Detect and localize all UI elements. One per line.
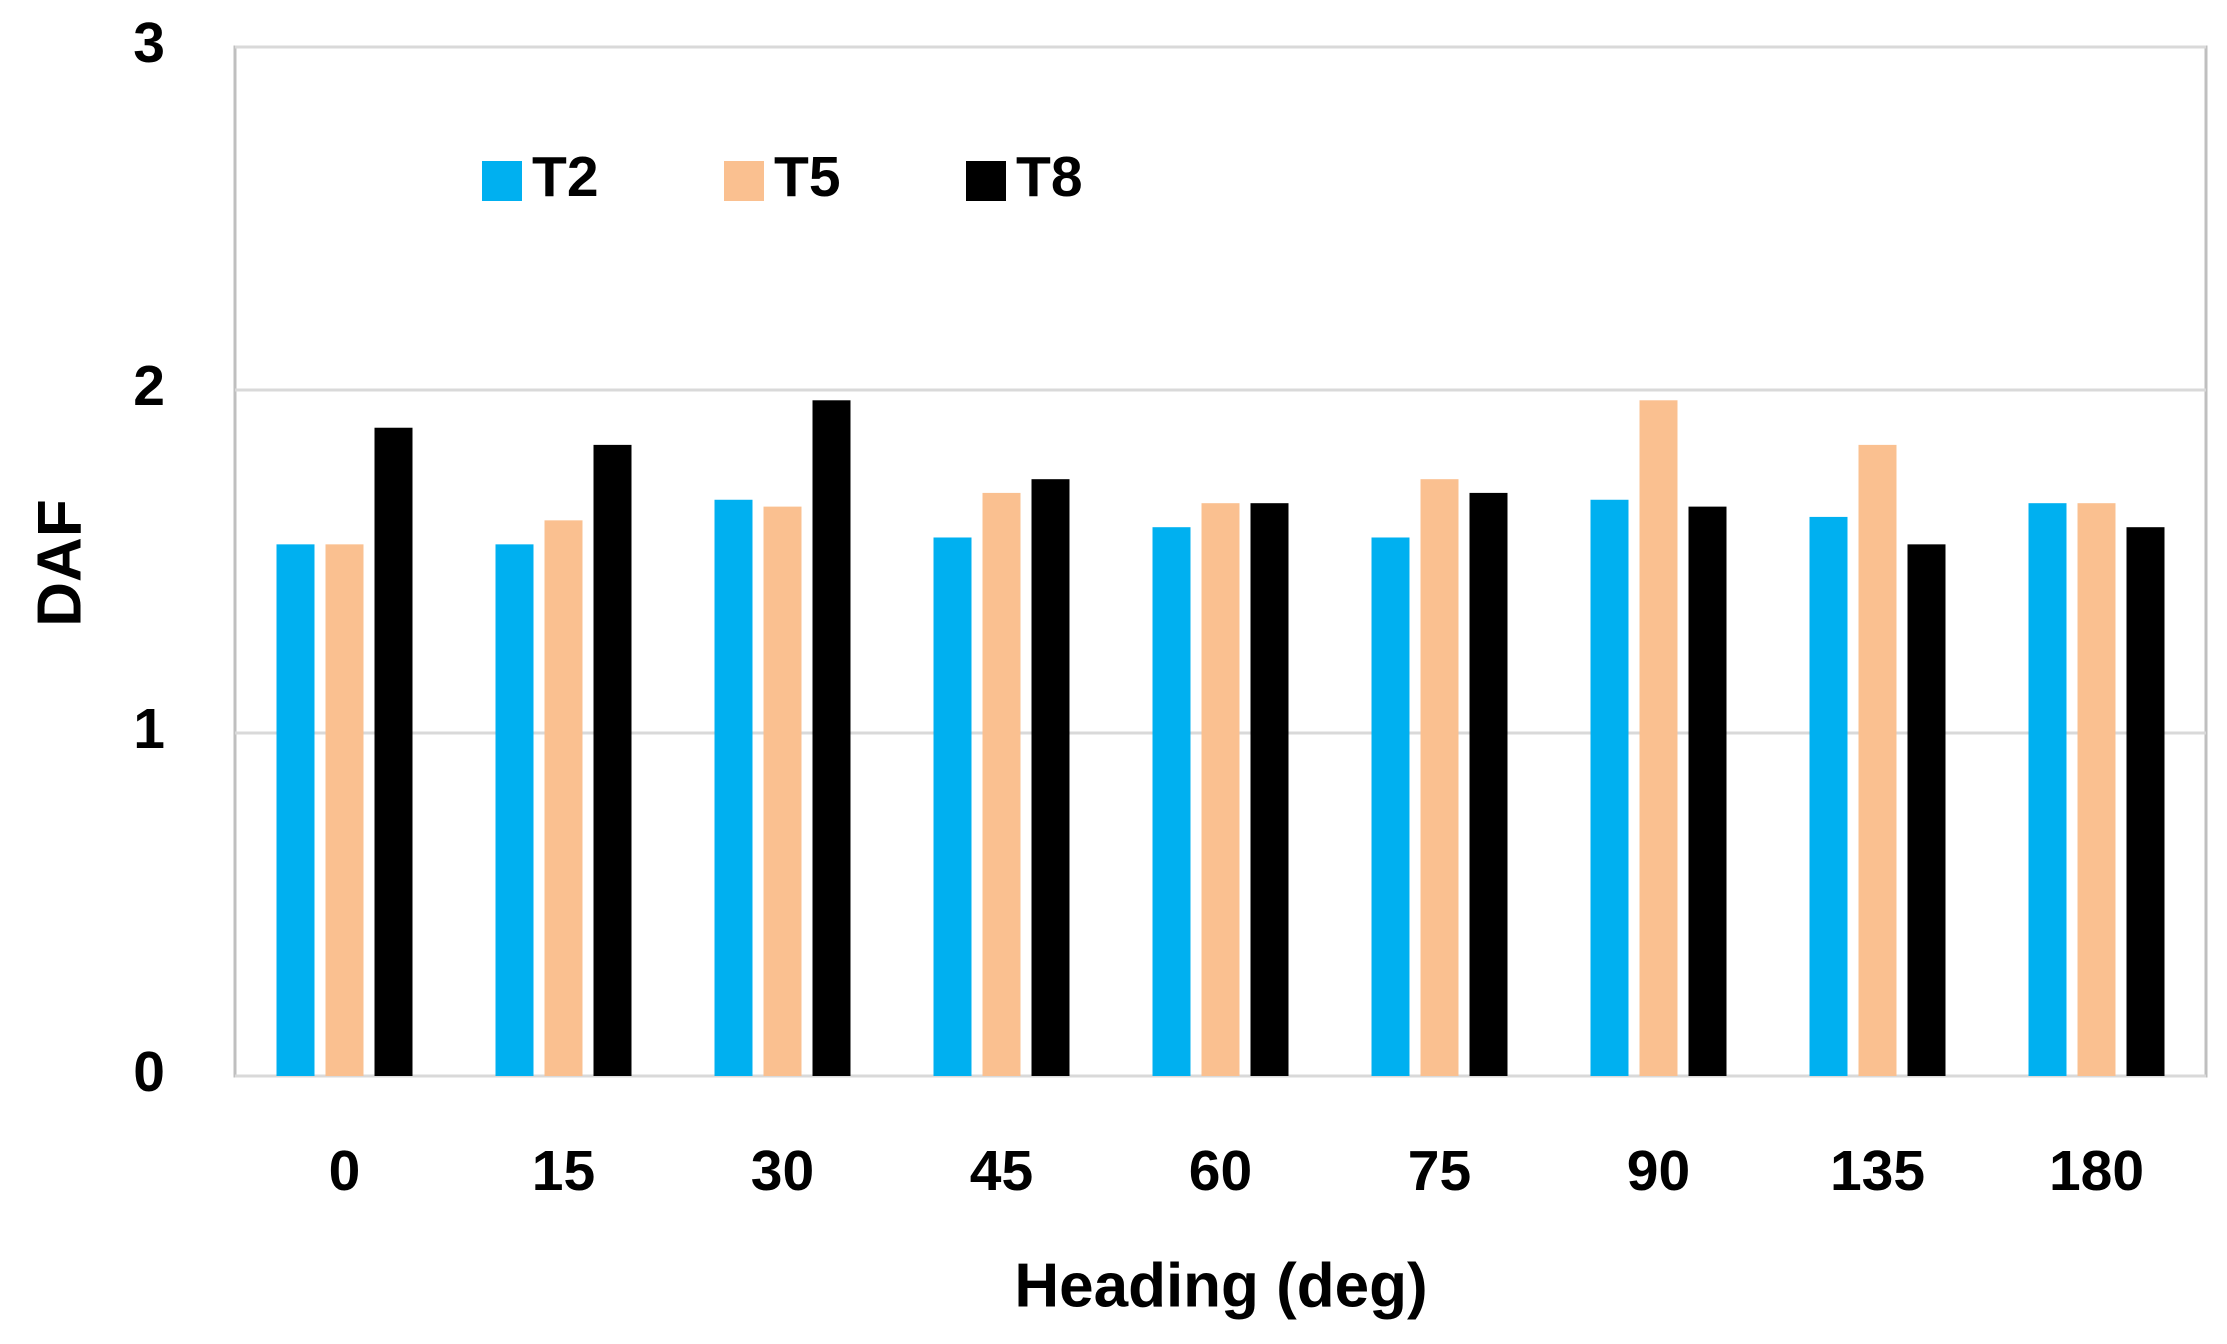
- bar: [1250, 503, 1289, 1076]
- bar: [1858, 444, 1897, 1076]
- y-tick-label: 2: [133, 354, 165, 418]
- y-tick-label: 3: [133, 11, 165, 75]
- bar: [1590, 499, 1629, 1076]
- legend-swatch: [724, 161, 764, 201]
- x-tick-label: 0: [329, 1139, 361, 1203]
- x-tick-label: 15: [532, 1139, 595, 1203]
- y-axis-label: DAF: [25, 499, 94, 626]
- x-tick-label: 135: [1830, 1139, 1925, 1203]
- bar: [1469, 492, 1508, 1076]
- bar: [1201, 503, 1240, 1076]
- bar: [2126, 527, 2165, 1076]
- bar: [544, 520, 583, 1076]
- bar: [1371, 537, 1410, 1076]
- bar: [374, 427, 413, 1077]
- bar: [593, 444, 632, 1076]
- bar: [2028, 503, 2067, 1076]
- x-tick-label: 45: [970, 1139, 1033, 1203]
- x-tick-label: 75: [1408, 1139, 1471, 1203]
- legend-label: T5: [774, 145, 841, 209]
- bar: [933, 537, 972, 1076]
- bar: [1688, 506, 1727, 1076]
- bar: [1809, 516, 1848, 1076]
- y-tick-label: 0: [133, 1040, 165, 1104]
- y-tick-label: 1: [133, 697, 165, 761]
- x-axis-label: Heading (deg): [1014, 1251, 1427, 1320]
- bar: [1420, 479, 1459, 1076]
- legend-label: T8: [1016, 145, 1083, 209]
- bar: [1907, 544, 1946, 1076]
- legend-swatch: [966, 161, 1006, 201]
- bar: [812, 400, 851, 1076]
- bar: [276, 544, 315, 1076]
- bar: [1031, 479, 1070, 1076]
- x-tick-label: 30: [751, 1139, 814, 1203]
- x-tick-label: 90: [1627, 1139, 1690, 1203]
- legend-label: T2: [532, 145, 599, 209]
- bar: [763, 506, 802, 1076]
- x-tick-label: 60: [1189, 1139, 1252, 1203]
- bar: [2077, 503, 2116, 1076]
- bar: [714, 499, 753, 1076]
- bar: [982, 492, 1021, 1076]
- bar: [1152, 527, 1191, 1076]
- bar: [495, 544, 534, 1076]
- legend-swatch: [482, 161, 522, 201]
- bar: [325, 544, 364, 1076]
- x-tick-label: 180: [2049, 1139, 2144, 1203]
- bar: [1639, 400, 1678, 1076]
